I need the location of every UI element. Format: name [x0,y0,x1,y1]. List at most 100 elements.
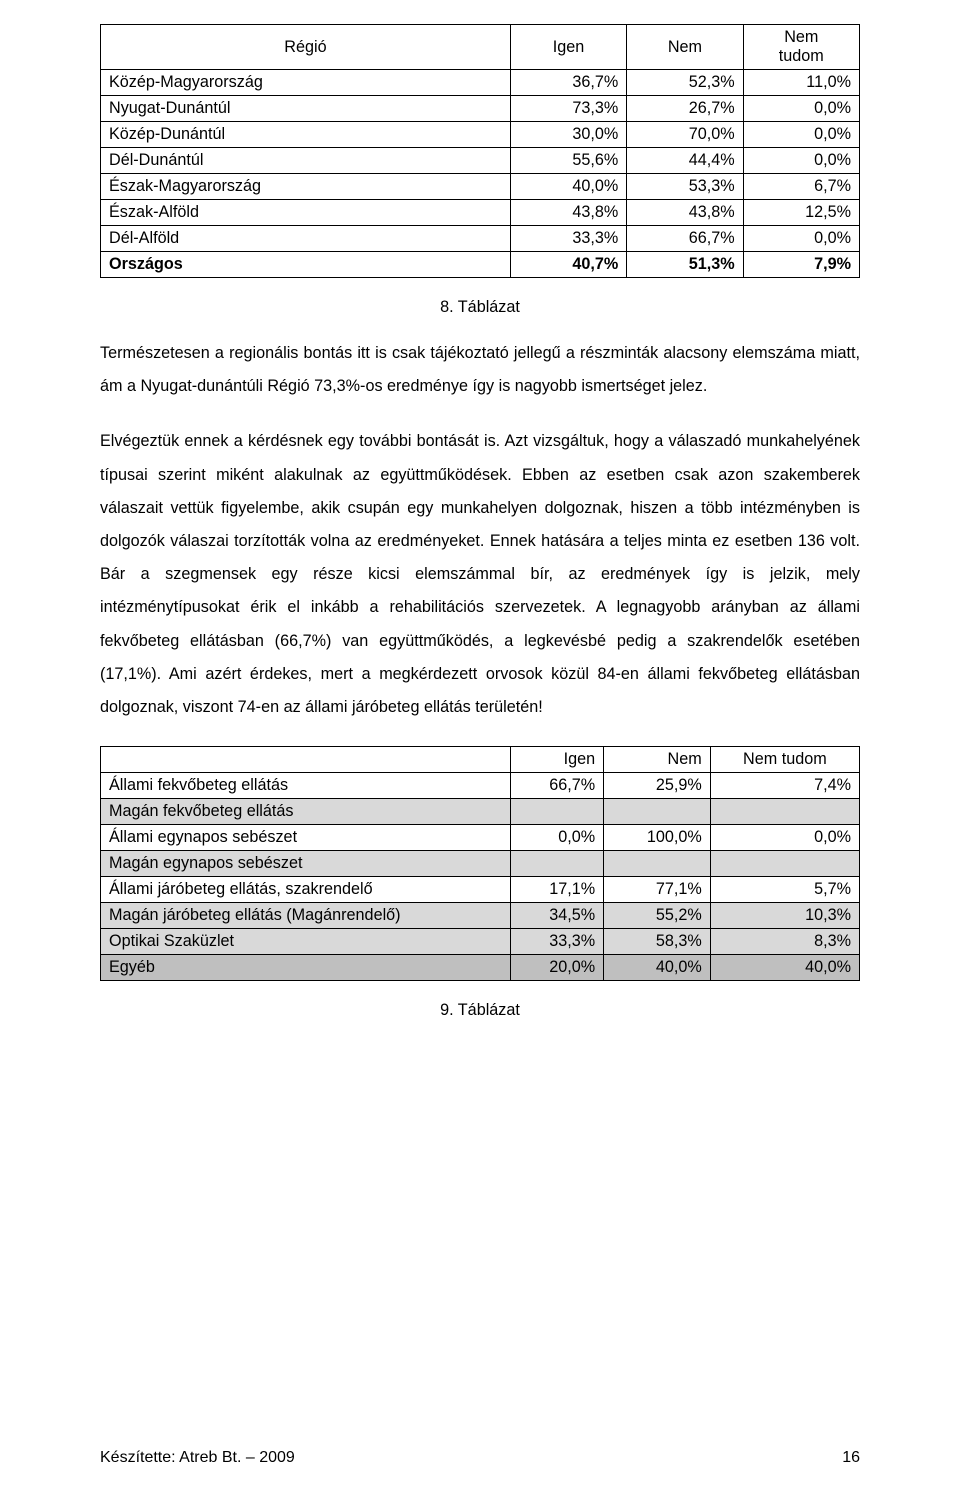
cell-value: 0,0% [743,148,859,174]
cell-value: 100,0% [604,825,711,851]
table-row: Optikai Szaküzlet 33,3% 58,3% 8,3% [101,929,860,955]
table-row: Állami járóbeteg ellátás, szakrendelő 17… [101,877,860,903]
cell-value: 66,7% [627,226,743,252]
cell-region: Nyugat-Dunántúl [101,96,511,122]
cell-value [710,851,859,877]
cell-value: 0,0% [743,96,859,122]
cell-label: Magán fekvőbeteg ellátás [101,799,511,825]
cell-value: 6,7% [743,174,859,200]
footer-author: Készítette: Atreb Bt. – 2009 [100,1449,295,1467]
table-row: Észak-Alföld 43,8% 43,8% 12,5% [101,200,860,226]
cell-value: 40,0% [604,955,711,981]
cell-value [710,799,859,825]
cell-label: Állami járóbeteg ellátás, szakrendelő [101,877,511,903]
cell-value: 33,3% [510,929,603,955]
cell-label: Magán járóbeteg ellátás (Magánrendelő) [101,903,511,929]
cell-value: 7,9% [743,252,859,278]
institution-table: Igen Nem Nem tudom Állami fekvőbeteg ell… [100,746,860,981]
cell-value: 55,6% [510,148,626,174]
cell-value: 0,0% [743,226,859,252]
cell-value: 34,5% [510,903,603,929]
cell-value: 40,0% [510,174,626,200]
cell-value: 0,0% [510,825,603,851]
cell-value: 51,3% [627,252,743,278]
table-row: Állami egynapos sebészet 0,0% 100,0% 0,0… [101,825,860,851]
cell-value: 43,8% [627,200,743,226]
cell-value [604,799,711,825]
table-row: Dél-Dunántúl 55,6% 44,4% 0,0% [101,148,860,174]
paragraph-2: Elvégeztük ennek a kérdésnek egy további… [100,425,860,724]
table-row: Egyéb 20,0% 40,0% 40,0% [101,955,860,981]
cell-value: 55,2% [604,903,711,929]
cell-value: 30,0% [510,122,626,148]
col-header-region: Régió [101,25,511,70]
footer-page-number: 16 [842,1449,860,1467]
cell-region: Közép-Magyarország [101,70,511,96]
cell-value: 36,7% [510,70,626,96]
cell-region: Közép-Dunántúl [101,122,511,148]
cell-value [510,799,603,825]
cell-value: 20,0% [510,955,603,981]
col-header-nemtudom: Nem tudom [743,25,859,70]
cell-value: 10,3% [710,903,859,929]
table-row: Dél-Alföld 33,3% 66,7% 0,0% [101,226,860,252]
table-row: Magán járóbeteg ellátás (Magánrendelő) 3… [101,903,860,929]
paragraph-1: Természetesen a regionális bontás itt is… [100,337,860,403]
cell-label: Állami fekvőbeteg ellátás [101,773,511,799]
col-header-blank [101,747,511,773]
table-row-total: Országos 40,7% 51,3% 7,9% [101,252,860,278]
cell-value: 26,7% [627,96,743,122]
cell-value [510,851,603,877]
table-row: Állami fekvőbeteg ellátás 66,7% 25,9% 7,… [101,773,860,799]
cell-label: Magán egynapos sebészet [101,851,511,877]
cell-value: 33,3% [510,226,626,252]
cell-value: 70,0% [627,122,743,148]
col-header-nemtudom: Nem tudom [710,747,859,773]
col-header-nem: Nem [627,25,743,70]
cell-value: 40,7% [510,252,626,278]
col-header-igen: Igen [510,25,626,70]
cell-value: 43,8% [510,200,626,226]
cell-label: Egyéb [101,955,511,981]
cell-value: 5,7% [710,877,859,903]
cell-value: 11,0% [743,70,859,96]
cell-value: 77,1% [604,877,711,903]
cell-region: Országos [101,252,511,278]
cell-value: 25,9% [604,773,711,799]
cell-region: Dél-Dunántúl [101,148,511,174]
table-row: Magán fekvőbeteg ellátás [101,799,860,825]
table-row: Közép-Dunántúl 30,0% 70,0% 0,0% [101,122,860,148]
cell-label: Optikai Szaküzlet [101,929,511,955]
page-container: Régió Igen Nem Nem tudom Közép-Magyarors… [0,0,960,1501]
table-row: Észak-Magyarország 40,0% 53,3% 6,7% [101,174,860,200]
cell-value: 73,3% [510,96,626,122]
cell-value [604,851,711,877]
cell-value: 17,1% [510,877,603,903]
cell-label: Állami egynapos sebészet [101,825,511,851]
cell-value: 52,3% [627,70,743,96]
cell-value: 0,0% [743,122,859,148]
table1-caption: 8. Táblázat [100,298,860,317]
cell-value: 58,3% [604,929,711,955]
table-row: Nyugat-Dunántúl 73,3% 26,7% 0,0% [101,96,860,122]
cell-value: 53,3% [627,174,743,200]
cell-value: 7,4% [710,773,859,799]
table-row: Magán egynapos sebészet [101,851,860,877]
table-header-row: Régió Igen Nem Nem tudom [101,25,860,70]
col-header-igen: Igen [510,747,603,773]
cell-value: 40,0% [710,955,859,981]
cell-value: 8,3% [710,929,859,955]
table-header-row: Igen Nem Nem tudom [101,747,860,773]
cell-region: Dél-Alföld [101,226,511,252]
page-footer: Készítette: Atreb Bt. – 2009 16 [100,1449,860,1467]
cell-value: 66,7% [510,773,603,799]
col-header-nem: Nem [604,747,711,773]
table2-caption: 9. Táblázat [100,1001,860,1020]
table-row: Közép-Magyarország 36,7% 52,3% 11,0% [101,70,860,96]
cell-region: Észak-Alföld [101,200,511,226]
cell-value: 0,0% [710,825,859,851]
region-table: Régió Igen Nem Nem tudom Közép-Magyarors… [100,24,860,278]
cell-region: Észak-Magyarország [101,174,511,200]
cell-value: 44,4% [627,148,743,174]
cell-value: 12,5% [743,200,859,226]
